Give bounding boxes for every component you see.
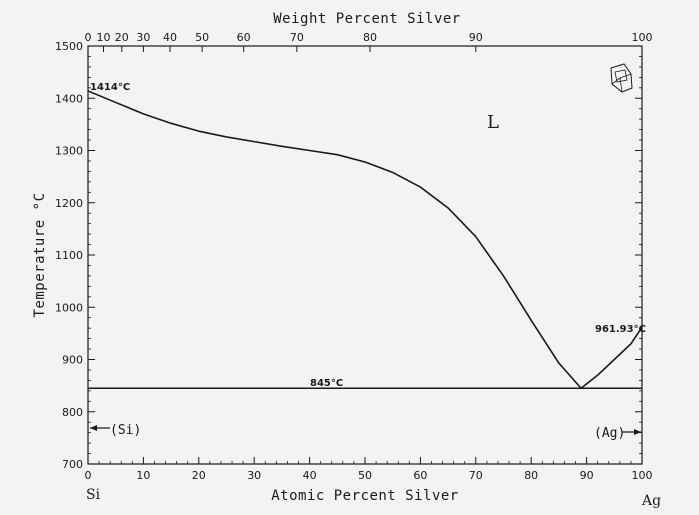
x-tick-label: 40 <box>303 469 317 482</box>
liquid-region-label: L <box>487 112 499 133</box>
phase-boundary-line <box>580 326 643 389</box>
x-tick-label: 70 <box>469 469 483 482</box>
y-tick-label: 1000 <box>55 301 83 314</box>
logo-icon <box>610 63 633 93</box>
eutectic-label: 845°C <box>310 378 343 389</box>
phase-boundary-line <box>87 90 582 389</box>
axis-ticks: 0 10 20 30 40 50 60 70 80 90 100700800900100011001… <box>55 31 653 482</box>
x2-tick-label: 40 <box>163 31 177 44</box>
x2-tick-label: 60 <box>237 31 251 44</box>
x2-tick-label: 80 <box>363 31 377 44</box>
top-axis-title: Weight Percent Silver <box>273 11 461 27</box>
ag-melting-label: 961.93°C <box>595 324 646 335</box>
plot-frame <box>87 45 643 465</box>
x2-tick-label: 10 <box>97 31 111 44</box>
y-axis-title: Temperature °C <box>32 192 48 317</box>
y-tick-label: 800 <box>62 406 83 419</box>
si-element-label: Si <box>86 487 101 503</box>
y-tick-label: 900 <box>62 354 83 367</box>
x-tick-label: 100 <box>632 469 653 482</box>
x2-tick-label: 20 <box>115 31 129 44</box>
x2-tick-label: 100 <box>632 31 653 44</box>
si-melting-label: 1414°C <box>90 82 130 93</box>
y-tick-label: 1200 <box>55 197 83 210</box>
x2-tick-label: 70 <box>290 31 304 44</box>
annotations: Weight Percent Silver Atomic Percent Sil… <box>32 11 661 509</box>
x-tick-label: 50 <box>358 469 372 482</box>
x2-tick-label: 0 <box>85 31 92 44</box>
x-tick-label: 90 <box>580 469 594 482</box>
ag-element-label: Ag <box>641 493 661 509</box>
y-tick-label: 1500 <box>55 40 83 53</box>
y-tick-label: 1400 <box>55 92 83 105</box>
bottom-axis-title: Atomic Percent Silver <box>271 488 459 504</box>
x-tick-label: 0 <box>85 469 92 482</box>
ag-phase-label: (Ag) <box>594 426 625 441</box>
x-tick-label: 60 <box>413 469 427 482</box>
y-tick-label: 700 <box>62 458 83 471</box>
y-tick-label: 1300 <box>55 145 83 158</box>
x-tick-label: 80 <box>524 469 538 482</box>
x-tick-label: 10 <box>136 469 150 482</box>
x2-tick-label: 90 <box>469 31 483 44</box>
arrow-icon <box>90 425 110 431</box>
x2-tick-label: 50 <box>195 31 209 44</box>
x-tick-label: 20 <box>192 469 206 482</box>
x2-tick-label: 30 <box>136 31 150 44</box>
y-tick-label: 1100 <box>55 249 83 262</box>
si-phase-label: (Si) <box>110 423 141 438</box>
phase-boundaries <box>87 90 643 390</box>
arrow-icon <box>622 429 641 435</box>
x-tick-label: 30 <box>247 469 261 482</box>
